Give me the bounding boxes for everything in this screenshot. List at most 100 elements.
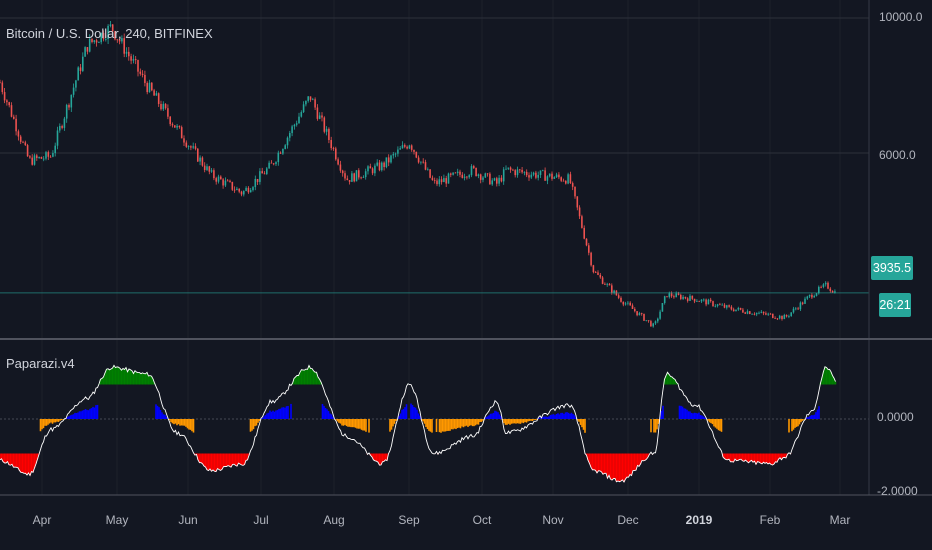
candle: [144, 70, 146, 87]
candle-body: [546, 176, 549, 181]
candle-body: [95, 40, 98, 43]
candle-body: [567, 174, 569, 184]
candle: [309, 96, 312, 102]
candle: [675, 291, 677, 298]
candle: [530, 171, 533, 180]
candle: [369, 163, 372, 169]
candle-body: [804, 298, 806, 304]
price-axis-label: 6000.0: [879, 148, 916, 162]
candle: [82, 52, 84, 73]
candle: [256, 178, 259, 185]
candle: [599, 272, 602, 279]
candle-body: [767, 313, 769, 315]
time-axis-label: Aug: [323, 513, 345, 527]
indicator-legend[interactable]: Paparazi.v4: [6, 356, 75, 371]
candle-body: [417, 157, 420, 163]
candle: [208, 165, 211, 175]
candle: [516, 166, 519, 178]
symbol-legend[interactable]: Bitcoin / U.S. Dollar, 240, BITFINEX: [6, 26, 213, 41]
candle-body: [254, 178, 257, 188]
candle-body: [54, 145, 56, 154]
candle-body: [737, 307, 740, 310]
candle: [40, 156, 43, 159]
candle: [38, 156, 40, 159]
candle: [776, 318, 779, 320]
candle-body: [622, 301, 625, 305]
candle-body: [514, 170, 516, 176]
candle-body: [585, 238, 588, 246]
candle-body: [123, 38, 125, 54]
candle: [581, 214, 583, 229]
candle: [107, 24, 109, 44]
candle: [100, 32, 102, 45]
candle-body: [298, 116, 300, 124]
candle-body: [19, 136, 22, 142]
candle: [351, 171, 353, 182]
candle: [151, 82, 153, 92]
candle-body: [714, 305, 717, 307]
candle-body: [834, 291, 836, 293]
candle-body: [387, 157, 390, 163]
candle-body: [125, 51, 128, 54]
candle: [509, 166, 512, 173]
candle: [657, 317, 659, 324]
candle: [466, 175, 468, 180]
candle-body: [176, 125, 178, 128]
candle: [447, 172, 450, 184]
candle-body: [544, 170, 546, 181]
candle-body: [744, 312, 746, 314]
candle-body: [226, 180, 229, 182]
candle-body: [808, 294, 811, 297]
candle-body: [111, 24, 114, 32]
candle: [337, 157, 339, 166]
candle: [523, 171, 526, 176]
candle-body: [631, 305, 634, 309]
candle: [10, 102, 13, 118]
candle: [507, 167, 510, 171]
candle-body: [279, 152, 282, 154]
candle-body: [116, 39, 119, 41]
candle: [406, 145, 408, 150]
candle-body: [498, 177, 500, 184]
indicator-pane[interactable]: [0, 364, 869, 483]
candle-body: [70, 94, 73, 108]
candle: [627, 300, 629, 306]
candle-body: [353, 173, 355, 182]
candle: [491, 178, 493, 186]
price-pane[interactable]: [0, 21, 869, 328]
candle: [544, 167, 546, 181]
candle-body: [581, 216, 583, 228]
candle-body: [118, 39, 121, 42]
candle-body: [351, 173, 353, 182]
candle-body: [252, 187, 254, 191]
candle: [3, 88, 6, 104]
candle: [226, 179, 229, 182]
candle-body: [180, 127, 183, 139]
candle-body: [459, 171, 461, 175]
candle: [829, 287, 832, 293]
candle-body: [3, 92, 6, 101]
candle: [498, 174, 500, 187]
candle-body: [291, 126, 293, 134]
candle: [286, 136, 289, 149]
candle: [772, 313, 774, 319]
candle-body: [348, 179, 351, 182]
oscillator-line: [0, 364, 836, 483]
candle-body: [562, 180, 565, 182]
candle: [477, 173, 480, 179]
candle-body: [358, 170, 360, 178]
candle-body: [700, 299, 703, 302]
candle-body: [61, 126, 63, 128]
candle: [215, 176, 217, 185]
candle: [284, 143, 286, 150]
candle: [98, 41, 100, 43]
candle-body: [293, 124, 296, 127]
candle-body: [427, 169, 429, 171]
candle: [781, 315, 783, 321]
candle-body: [222, 179, 224, 186]
candle: [26, 143, 29, 157]
candle-body: [410, 145, 413, 150]
candle-body: [776, 318, 779, 320]
candle: [362, 175, 365, 178]
